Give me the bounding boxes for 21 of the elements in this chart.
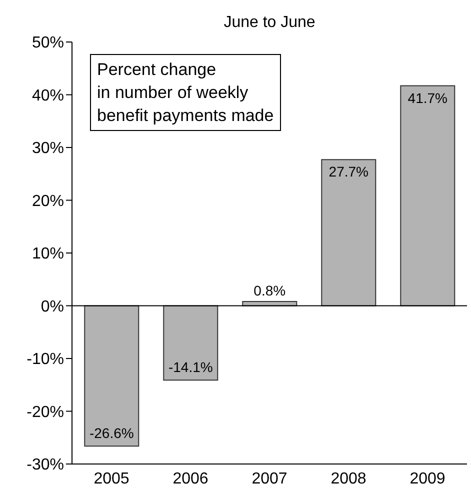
annotation: Percent change in number of weekly benefit payments made <box>90 54 281 131</box>
x-tick-label: 2008 <box>330 470 366 488</box>
y-tick-label: -10% <box>26 351 64 368</box>
y-tick-label: 30% <box>32 140 64 158</box>
y-tick-label: 10% <box>32 246 64 263</box>
data-label: -14.1% <box>168 359 213 376</box>
y-tick-label: 40% <box>32 87 64 104</box>
y-tick-label: 20% <box>32 192 64 210</box>
x-tick-label: 2009 <box>410 470 446 488</box>
x-tick-label: 2005 <box>94 470 130 488</box>
data-label: -26.6% <box>89 425 134 442</box>
y-tick-label: 50% <box>32 34 64 52</box>
y-tick-label: -30% <box>26 456 64 474</box>
data-label: 27.7% <box>328 164 368 180</box>
x-tick-label: 2007 <box>252 470 288 488</box>
data-label: 41.7% <box>408 90 448 106</box>
data-label: 0.8% <box>254 282 286 299</box>
y-tick-label: -20% <box>26 404 64 421</box>
chart-title: June to June <box>222 14 316 32</box>
y-tick-label: 0% <box>40 298 64 316</box>
x-tick-label: 2006 <box>172 470 208 488</box>
